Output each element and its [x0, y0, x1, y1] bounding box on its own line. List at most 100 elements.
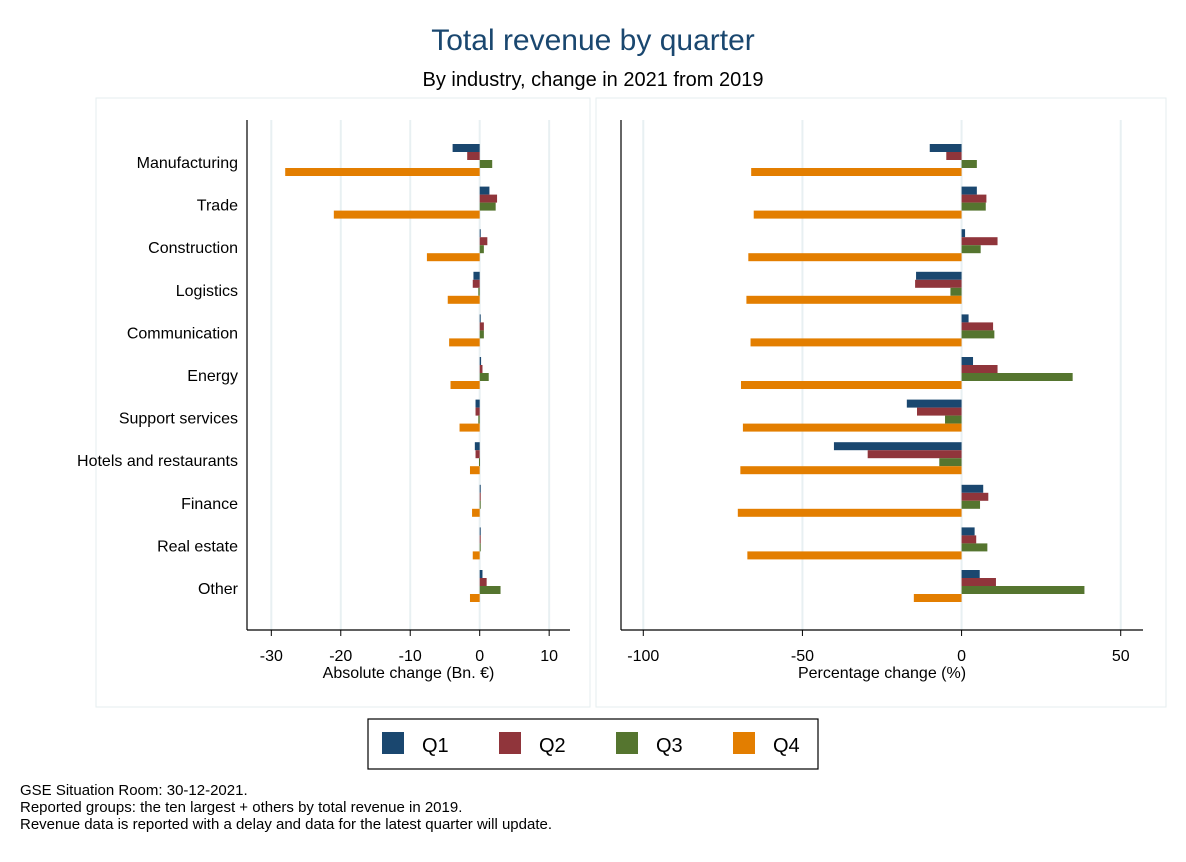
- bar-q2: [917, 407, 962, 416]
- bar-q1: [473, 271, 480, 280]
- bar-q1: [961, 570, 980, 578]
- x-tick-label: 10: [540, 648, 558, 665]
- bar-q1: [916, 271, 962, 280]
- bar-q1: [475, 399, 480, 408]
- bar-q2: [472, 279, 480, 288]
- bar-q4: [740, 466, 962, 475]
- bar-q4: [447, 295, 480, 304]
- x-tick-label: -20: [329, 648, 352, 665]
- bar-q2: [479, 194, 498, 203]
- legend-swatch-q1: [382, 732, 404, 754]
- right-panel-frame: [595, 97, 1167, 708]
- bar-q4: [449, 338, 480, 347]
- bar-q1: [961, 229, 966, 238]
- bar-q4: [742, 423, 962, 432]
- bar-q1: [452, 144, 480, 152]
- x-axis-title: Absolute change (Bn. €): [323, 665, 495, 682]
- bar-q2: [915, 279, 962, 288]
- bar-q3: [950, 287, 962, 296]
- bar-q1: [961, 484, 984, 493]
- bar-q2: [961, 492, 989, 501]
- bar-q4: [753, 210, 962, 219]
- bar-q1: [961, 357, 974, 365]
- chart-subtitle: By industry, change in 2021 from 2019: [423, 69, 764, 91]
- bar-q4: [750, 338, 962, 347]
- category-label: Hotels and restaurants: [77, 453, 238, 470]
- x-axis-title: Percentage change (%): [798, 665, 966, 682]
- legend-swatch-q4: [733, 732, 755, 754]
- legend-swatch-q2: [499, 732, 521, 754]
- bar-q1: [479, 527, 481, 536]
- legend-label-q4: Q4: [773, 735, 800, 757]
- bar-q3: [479, 202, 496, 211]
- bar-q2: [867, 450, 962, 459]
- bar-q3: [478, 287, 480, 296]
- bar-q2: [961, 578, 996, 586]
- bar-q4: [285, 168, 480, 176]
- legend-swatch-q3: [616, 732, 638, 754]
- category-label: Communication: [127, 325, 238, 342]
- bar-q2: [961, 535, 977, 544]
- bar-q4: [426, 253, 480, 262]
- legend-label-q3: Q3: [656, 735, 683, 757]
- bar-q3: [479, 586, 501, 594]
- bar-q1: [479, 484, 481, 493]
- bar-q4: [459, 423, 480, 432]
- category-label: Trade: [197, 198, 238, 215]
- panel-percentage: -100 -50 0 50 Percentage change (%): [620, 120, 1143, 682]
- note-3: Revenue data is reported with a delay an…: [20, 816, 552, 833]
- bar-q4: [469, 466, 480, 475]
- bar-q3: [961, 330, 995, 339]
- bar-q4: [333, 210, 480, 219]
- bar-q3: [479, 500, 481, 509]
- bar-q2: [479, 237, 488, 246]
- bar-q2: [479, 322, 484, 331]
- bar-q4: [469, 594, 480, 602]
- bar-q1: [479, 229, 481, 238]
- bar-q4: [747, 551, 962, 560]
- bar-q1: [479, 357, 482, 365]
- bar-q3: [479, 543, 481, 552]
- note-1: GSE Situation Room: 30-12-2021.: [20, 782, 248, 799]
- bar-q2: [479, 578, 487, 586]
- bar-q3: [478, 415, 480, 424]
- bar-q3: [945, 415, 962, 424]
- bar-q2: [467, 152, 480, 160]
- bar-q2: [479, 365, 483, 373]
- bar-q3: [961, 202, 986, 211]
- bar-q1: [479, 570, 483, 578]
- bar-q3: [961, 160, 977, 168]
- bar-q3: [961, 245, 981, 254]
- bar-q1: [961, 527, 975, 536]
- category-label: Logistics: [176, 283, 238, 300]
- bar-q3: [961, 543, 988, 552]
- chart-title: Total revenue by quarter: [431, 24, 755, 57]
- x-tick-label: -10: [399, 648, 422, 665]
- bar-q1: [961, 314, 969, 323]
- bar-q4: [748, 253, 962, 262]
- bar-q1: [474, 442, 480, 451]
- bar-q2: [961, 365, 998, 373]
- bar-q3: [961, 373, 1073, 381]
- left-panel-frame: [95, 97, 591, 708]
- legend-label-q2: Q2: [539, 735, 566, 757]
- bar-q2: [479, 492, 481, 501]
- bar-q2: [475, 407, 480, 416]
- category-label: Real estate: [157, 538, 238, 555]
- bar-q4: [913, 594, 962, 602]
- x-tick-label: 50: [1112, 648, 1130, 665]
- category-label: Energy: [187, 368, 238, 385]
- x-tick-label: -30: [260, 648, 283, 665]
- note-2: Reported groups: the ten largest + other…: [20, 799, 462, 816]
- bar-q2: [961, 194, 987, 203]
- bar-q3: [961, 586, 1085, 594]
- bar-q1: [961, 186, 977, 195]
- bar-q3: [479, 373, 489, 381]
- x-tick-label: 0: [475, 648, 484, 665]
- category-label: Construction: [148, 240, 238, 257]
- bar-q1: [929, 144, 962, 152]
- bar-q1: [833, 442, 962, 451]
- bar-q1: [479, 186, 490, 195]
